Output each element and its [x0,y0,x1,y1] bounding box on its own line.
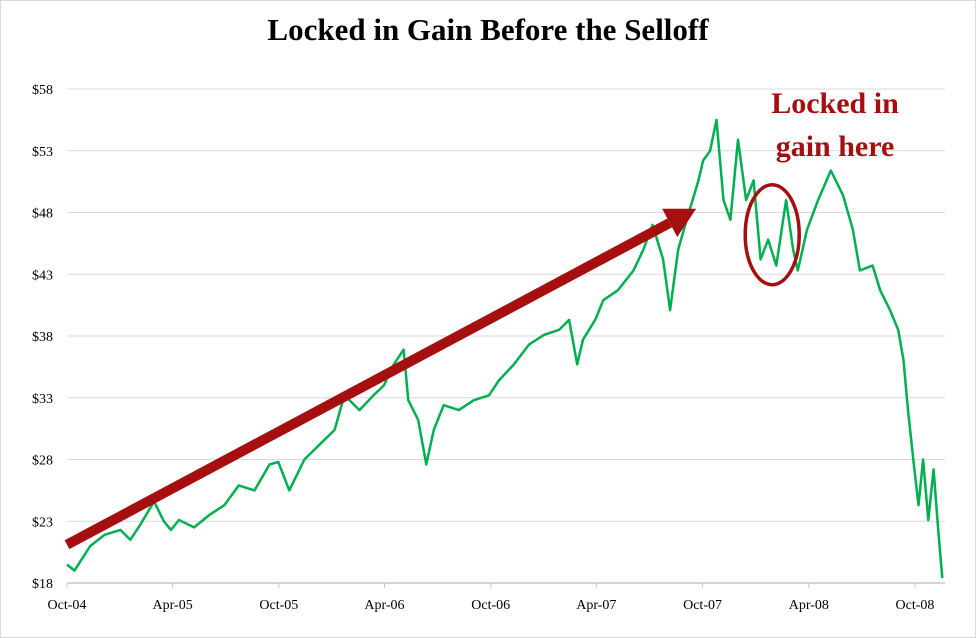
y-tick-label: $28 [32,454,53,469]
chart-title: Locked in Gain Before the Selloff [267,12,709,47]
y-tick-label: $23 [32,515,53,530]
x-tick-label: Oct-04 [48,598,87,613]
y-tick-label: $18 [32,577,53,592]
y-tick-label: $58 [32,83,53,98]
x-tick-label: Apr-06 [364,598,404,613]
highlight-circle [743,182,801,287]
x-axis-ticks: Oct-04 Apr-05 Oct-05 Apr-06 Oct-06 Apr-07 Oct-… [48,598,935,613]
gridlines [66,88,945,588]
x-tick-label: Apr-05 [153,598,193,613]
x-tick-label: Oct-06 [471,598,510,613]
annotation-line-1: Locked in [771,87,899,120]
y-axis-ticks: $18 $23 $28 $33 $38 $43 $48 $53 $58 [32,83,53,592]
price-series-line [66,118,944,579]
y-tick-label: $43 [32,268,53,283]
x-tick-label: Oct-05 [259,598,298,613]
y-tick-label: $33 [32,392,53,407]
x-tick-label: Oct-08 [896,598,935,613]
arrow-head [662,208,697,238]
x-tick-label: Apr-08 [789,598,829,613]
annotations: Locked in gain here [64,87,899,550]
y-tick-label: $53 [32,145,53,160]
y-tick-label: $38 [32,330,53,345]
trend-arrow [64,218,673,550]
y-tick-label: $48 [32,207,53,222]
x-tick-label: Oct-07 [683,598,722,613]
annotation-line-2: gain here [776,130,895,163]
x-tick-label: Apr-07 [576,598,616,613]
